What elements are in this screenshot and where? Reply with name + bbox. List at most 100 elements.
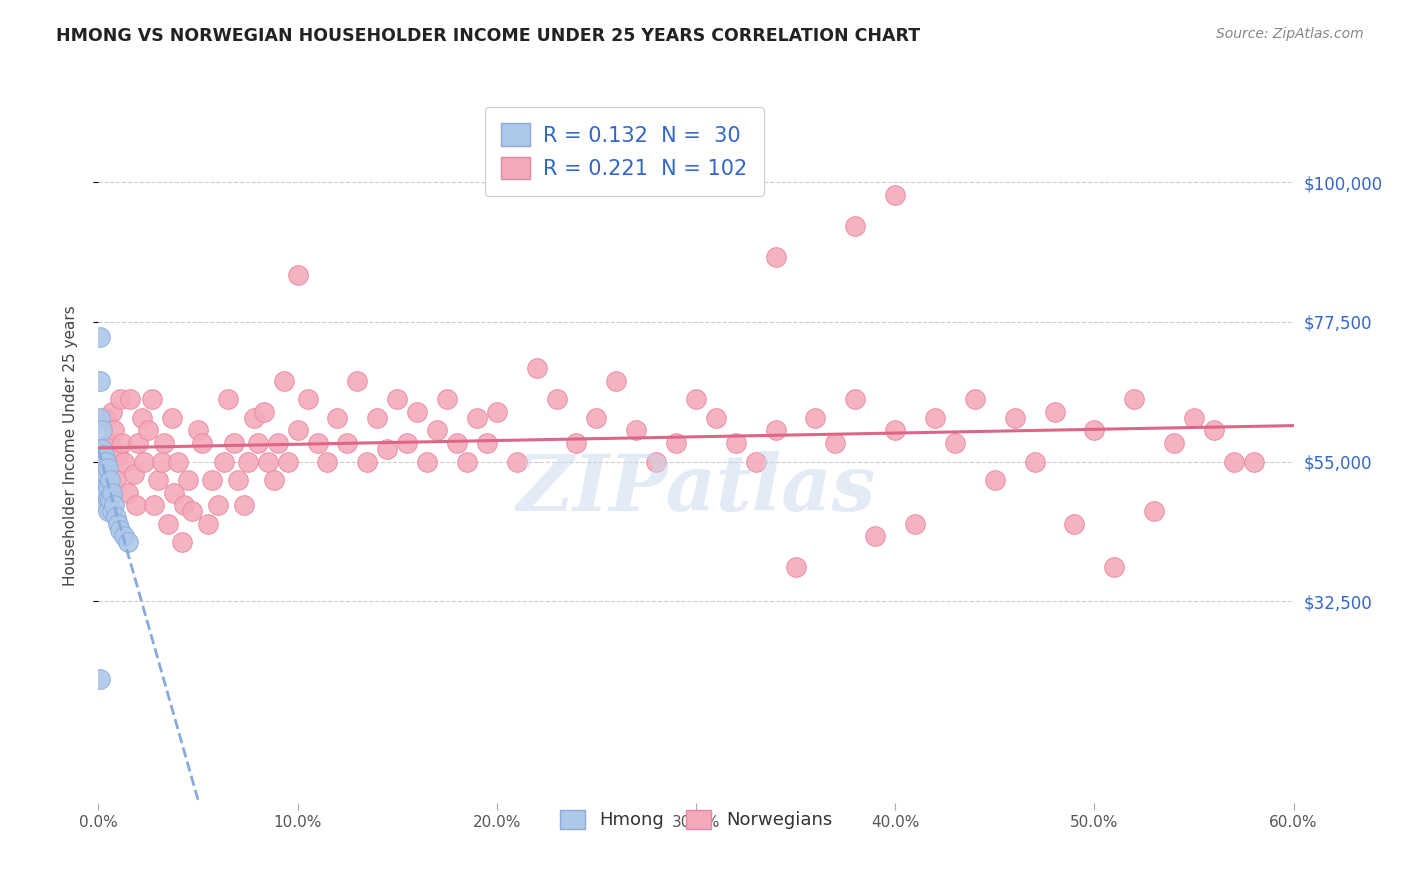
Point bbox=[1104, 560, 1126, 574]
Point bbox=[97, 491, 120, 506]
Point bbox=[1163, 436, 1185, 450]
Point bbox=[1043, 405, 1066, 419]
Point bbox=[267, 436, 290, 450]
Point bbox=[136, 424, 159, 438]
Point bbox=[307, 436, 329, 450]
Point bbox=[110, 392, 132, 407]
Point bbox=[107, 448, 129, 462]
Point bbox=[226, 473, 249, 487]
Point bbox=[187, 424, 209, 438]
Point bbox=[236, 454, 259, 468]
Point bbox=[645, 454, 668, 468]
Point bbox=[406, 405, 429, 419]
Point bbox=[1024, 454, 1046, 468]
Point bbox=[112, 529, 135, 543]
Point bbox=[103, 498, 125, 512]
Point bbox=[865, 529, 887, 543]
Point bbox=[97, 454, 120, 468]
Point bbox=[131, 411, 153, 425]
Point bbox=[924, 411, 946, 425]
Point bbox=[207, 498, 229, 512]
Point bbox=[904, 516, 927, 531]
Point bbox=[96, 411, 118, 425]
Point bbox=[91, 424, 114, 438]
Point bbox=[884, 187, 907, 202]
Point bbox=[177, 473, 200, 487]
Point bbox=[844, 392, 866, 407]
Point bbox=[884, 424, 907, 438]
Point bbox=[1243, 454, 1265, 468]
Point bbox=[112, 454, 135, 468]
Point bbox=[385, 392, 409, 407]
Point bbox=[436, 392, 458, 407]
Text: Source: ZipAtlas.com: Source: ZipAtlas.com bbox=[1216, 27, 1364, 41]
Point bbox=[287, 268, 309, 283]
Point bbox=[93, 473, 115, 487]
Point bbox=[134, 454, 156, 468]
Point bbox=[626, 424, 648, 438]
Point bbox=[475, 436, 498, 450]
Point bbox=[96, 467, 118, 481]
Point bbox=[98, 491, 122, 506]
Point bbox=[765, 424, 787, 438]
Point bbox=[191, 436, 214, 450]
Point bbox=[101, 405, 124, 419]
Point bbox=[336, 436, 359, 450]
Point bbox=[273, 374, 295, 388]
Point bbox=[1004, 411, 1026, 425]
Point bbox=[1182, 411, 1205, 425]
Point bbox=[256, 454, 278, 468]
Point bbox=[456, 454, 478, 468]
Point bbox=[824, 436, 846, 450]
Point bbox=[326, 411, 349, 425]
Point bbox=[366, 411, 388, 425]
Point bbox=[665, 436, 688, 450]
Point bbox=[506, 454, 529, 468]
Point bbox=[356, 454, 378, 468]
Point bbox=[172, 535, 194, 549]
Point bbox=[124, 467, 146, 481]
Point bbox=[107, 516, 129, 531]
Point bbox=[724, 436, 747, 450]
Text: HMONG VS NORWEGIAN HOUSEHOLDER INCOME UNDER 25 YEARS CORRELATION CHART: HMONG VS NORWEGIAN HOUSEHOLDER INCOME UN… bbox=[56, 27, 921, 45]
Text: ZIPatlas: ZIPatlas bbox=[516, 450, 876, 527]
Point bbox=[263, 473, 285, 487]
Point bbox=[101, 504, 124, 518]
Point bbox=[91, 473, 114, 487]
Point bbox=[141, 392, 163, 407]
Point bbox=[212, 454, 235, 468]
Point bbox=[197, 516, 219, 531]
Point bbox=[1083, 424, 1105, 438]
Point bbox=[93, 460, 115, 475]
Point bbox=[96, 498, 118, 512]
Point bbox=[585, 411, 607, 425]
Point bbox=[110, 523, 132, 537]
Point bbox=[163, 485, 186, 500]
Point bbox=[101, 485, 124, 500]
Point bbox=[605, 374, 627, 388]
Point bbox=[98, 436, 122, 450]
Point bbox=[117, 485, 139, 500]
Point bbox=[1143, 504, 1166, 518]
Point bbox=[103, 424, 125, 438]
Point bbox=[150, 454, 173, 468]
Point bbox=[160, 411, 183, 425]
Point bbox=[963, 392, 986, 407]
Point bbox=[89, 374, 111, 388]
Point bbox=[181, 504, 204, 518]
Point bbox=[96, 454, 118, 468]
Point bbox=[89, 330, 111, 344]
Point bbox=[173, 498, 195, 512]
Point bbox=[1202, 424, 1225, 438]
Point bbox=[426, 424, 449, 438]
Point bbox=[157, 516, 180, 531]
Point bbox=[745, 454, 768, 468]
Point bbox=[97, 479, 120, 493]
Point bbox=[93, 485, 115, 500]
Point bbox=[91, 442, 114, 456]
Point bbox=[526, 361, 548, 376]
Point bbox=[89, 672, 111, 686]
Point bbox=[546, 392, 568, 407]
Y-axis label: Householder Income Under 25 years: Householder Income Under 25 years bbox=[63, 306, 77, 586]
Point bbox=[465, 411, 488, 425]
